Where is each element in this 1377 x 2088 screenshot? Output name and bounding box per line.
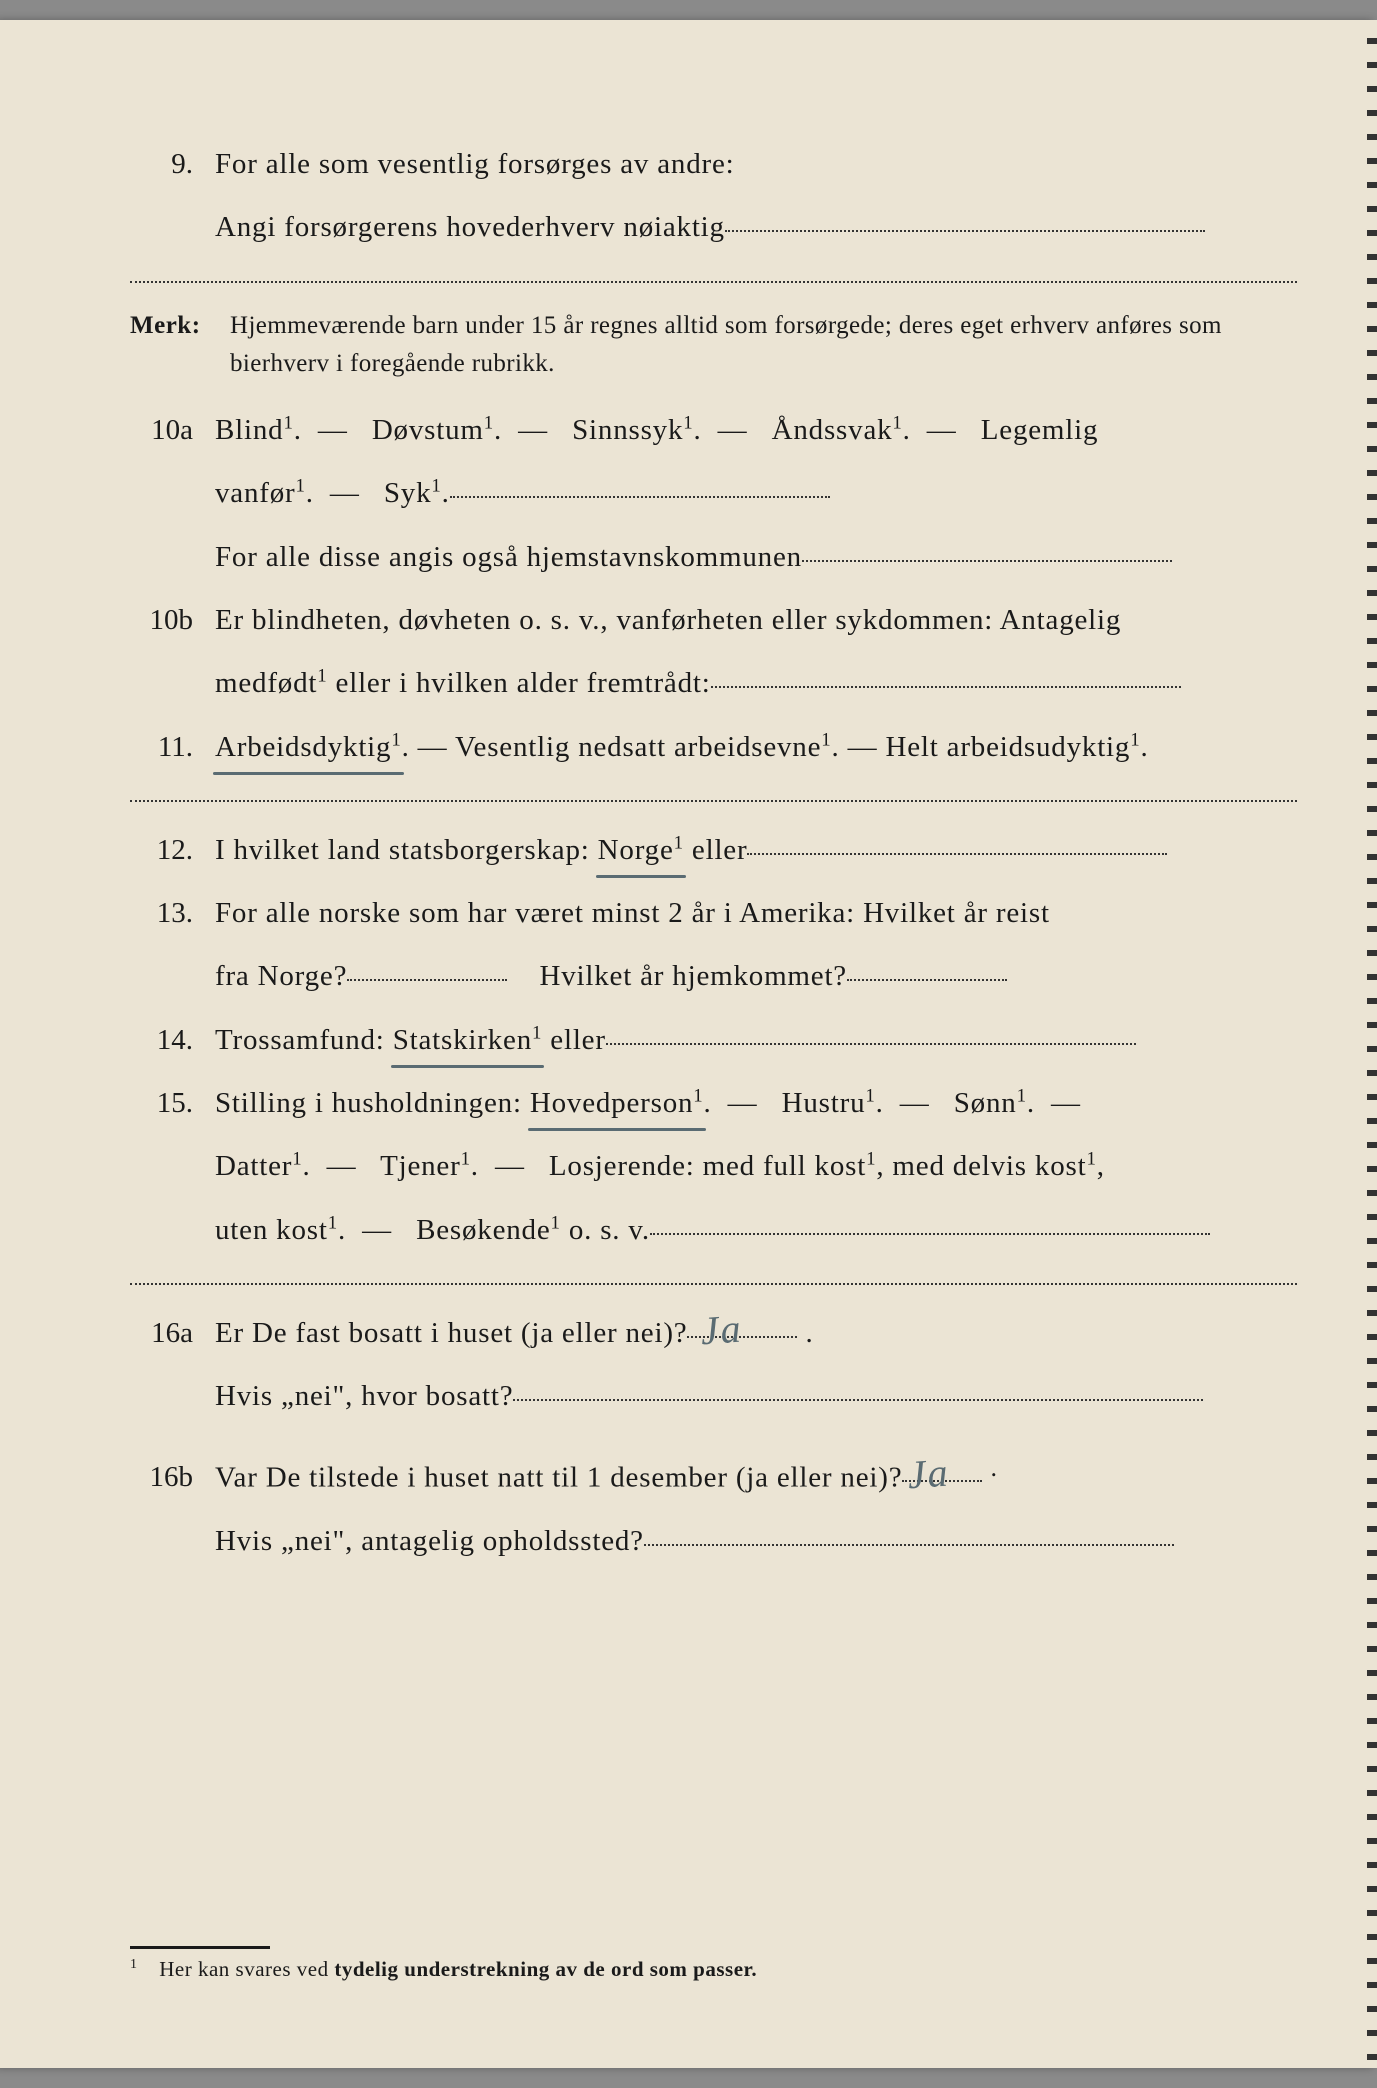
q10a-line1: Blind1. — Døvstum1. — Sinnssyk1. — Åndss… — [215, 406, 1297, 455]
q16a-line: Er De fast bosatt i huset (ja eller nei)… — [215, 1309, 1297, 1358]
footnote-text-a: Her kan svares ved — [159, 1957, 334, 1981]
q15-line2: Datter1. — Tjener1. — Losjerende: med fu… — [215, 1142, 1297, 1191]
question-16a: 16a Er De fast bosatt i huset (ja eller … — [130, 1309, 1297, 1358]
q16b-blank2[interactable] — [644, 1544, 1174, 1546]
q15-selected: Hovedperson1 — [530, 1079, 704, 1128]
q14-selected: Statskirken1 — [393, 1016, 543, 1065]
question-11: 11. Arbeidsdyktig1. — Vesentlig nedsatt … — [130, 723, 1297, 772]
q12-blank[interactable] — [747, 853, 1167, 855]
footnote-rule — [130, 1946, 270, 1949]
q16a-number: 16a — [130, 1309, 215, 1358]
section-divider-3 — [130, 1283, 1297, 1285]
q13-line1: For alle norske som har været minst 2 år… — [215, 889, 1297, 938]
question-9: 9. For alle som vesentlig forsørges av a… — [130, 140, 1297, 189]
question-14: 14. Trossamfund: Statskirken1 eller — [130, 1016, 1297, 1065]
q12-number: 12. — [130, 826, 215, 875]
q12-line: I hvilket land statsborgerskap: Norge1 e… — [215, 826, 1297, 875]
section-divider-1 — [130, 281, 1297, 283]
q9-blank[interactable] — [725, 230, 1205, 232]
q15-line3: uten kost1. — Besøkende1 o. s. v. — [215, 1206, 1297, 1255]
q13-blank1[interactable] — [347, 979, 507, 981]
q13-number: 13. — [130, 889, 215, 938]
q13-blank2[interactable] — [847, 979, 1007, 981]
q10b-line2: medfødt1 eller i hvilken alder fremtrådt… — [215, 659, 1297, 708]
q10a-number: 10a — [130, 406, 215, 455]
q10a-line3: For alle disse angis også hjemstavnskomm… — [215, 533, 1297, 582]
q16b-number: 16b — [130, 1453, 215, 1502]
census-form-page: 9. For alle som vesentlig forsørges av a… — [0, 20, 1377, 2068]
q11-number: 11. — [130, 723, 215, 772]
question-15: 15. Stilling i husholdningen: Hovedperso… — [130, 1079, 1297, 1128]
q15-number: 15. — [130, 1079, 215, 1128]
q14-blank[interactable] — [606, 1043, 1136, 1045]
question-13: 13. For alle norske som har været minst … — [130, 889, 1297, 938]
q16a-blank2[interactable] — [513, 1399, 1203, 1401]
q10b-blank[interactable] — [711, 686, 1181, 688]
merk-label: Merk: — [130, 307, 230, 346]
q15-line1: Stilling i husholdningen: Hovedperson1. … — [215, 1079, 1297, 1128]
q10a-line2: vanfør1. — Syk1. — [215, 469, 1297, 518]
q16a-line2: Hvis „nei", hvor bosatt? — [215, 1372, 1297, 1421]
q14-line: Trossamfund: Statskirken1 eller — [215, 1016, 1297, 1065]
q9-line1: For alle som vesentlig forsørges av andr… — [215, 140, 1297, 189]
q15-blank[interactable] — [650, 1233, 1210, 1235]
q16b-line2: Hvis „nei", antagelig opholdssted? — [215, 1517, 1297, 1566]
q10b-number: 10b — [130, 596, 215, 645]
merk-text: Hjemmeværende barn under 15 år regnes al… — [230, 307, 1297, 385]
note-merk: Merk: Hjemmeværende barn under 15 år reg… — [130, 307, 1297, 385]
q14-number: 14. — [130, 1016, 215, 1065]
q16b-answer: Ja — [906, 1439, 952, 1510]
question-10b: 10b Er blindheten, døvheten o. s. v., va… — [130, 596, 1297, 645]
q13-line2: fra Norge? Hvilket år hjemkommet? — [215, 952, 1297, 1001]
question-12: 12. I hvilket land statsborgerskap: Norg… — [130, 826, 1297, 875]
q10b-line1: Er blindheten, døvheten o. s. v., vanfør… — [215, 596, 1297, 645]
q16a-answer-blank[interactable]: Ja — [687, 1336, 797, 1338]
footnote: 1 Her kan svares ved tydelig understrekn… — [130, 1957, 1297, 1982]
q10a-blank1[interactable] — [450, 496, 830, 498]
section-divider-2 — [130, 800, 1297, 802]
q9-line2: Angi forsørgerens hovederhverv nøiaktig — [215, 203, 1297, 252]
q16b-line: Var De tilstede i huset natt til 1 desem… — [215, 1446, 1297, 1503]
q11-selected: Arbeidsdyktig1 — [215, 723, 402, 772]
q9-number: 9. — [130, 140, 215, 189]
footnote-number: 1 — [130, 1957, 138, 1973]
q10a-blank2[interactable] — [802, 560, 1172, 562]
q11-line: Arbeidsdyktig1. — Vesentlig nedsatt arbe… — [215, 723, 1297, 772]
q16b-answer-blank[interactable]: Ja — [902, 1480, 982, 1482]
question-16b: 16b Var De tilstede i huset natt til 1 d… — [130, 1446, 1297, 1503]
footnote-text-b: tydelig understrekning av de ord som pas… — [334, 1957, 757, 1981]
q16a-answer: Ja — [699, 1295, 745, 1366]
q12-selected: Norge1 — [598, 826, 684, 875]
question-10a: 10a Blind1. — Døvstum1. — Sinnssyk1. — Å… — [130, 406, 1297, 455]
